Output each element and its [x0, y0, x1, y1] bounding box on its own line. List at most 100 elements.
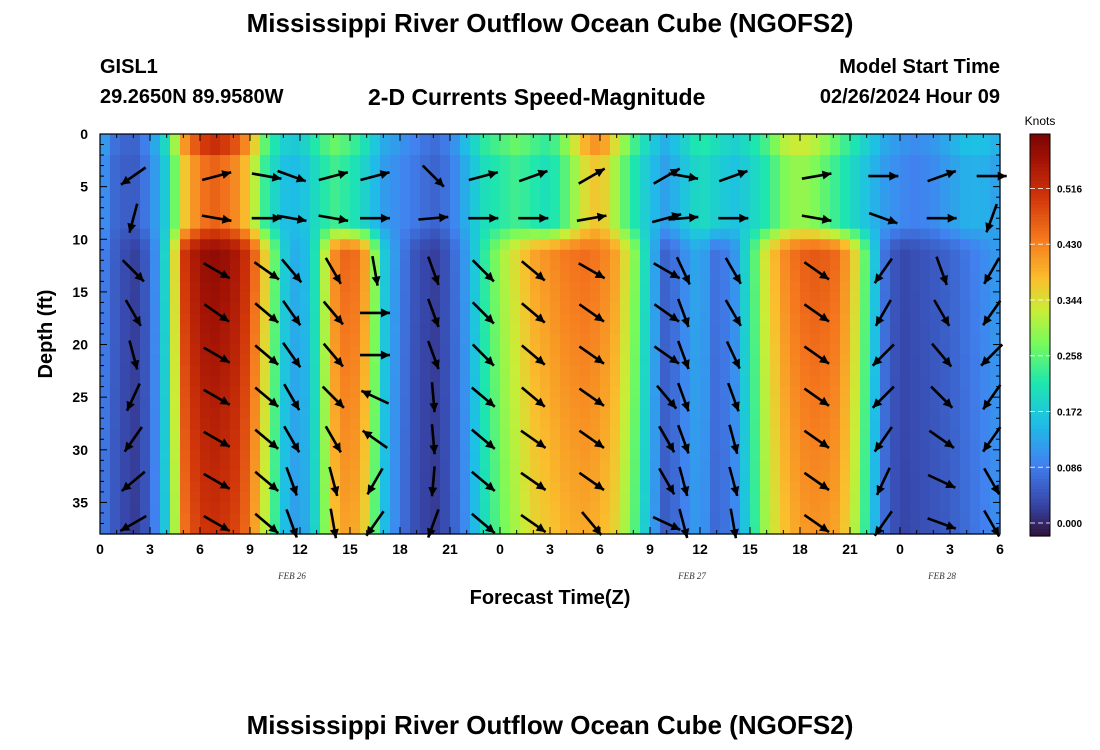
heatmap-cell	[220, 228, 231, 240]
arrow-head	[332, 273, 341, 284]
heatmap-cell	[320, 428, 331, 440]
heatmap-cell	[950, 491, 961, 504]
heatmap-cell	[560, 134, 571, 146]
heatmap-cell	[690, 355, 701, 367]
heatmap-cell	[620, 270, 631, 282]
heatmap-cell	[880, 312, 891, 325]
heatmap-cell	[590, 176, 601, 188]
heatmap-cell	[340, 449, 351, 461]
heatmap-cell	[660, 323, 671, 335]
heatmap-cell	[480, 439, 491, 451]
heatmap-cell	[740, 270, 751, 282]
colorbar-band	[1030, 375, 1050, 380]
heatmap-cell	[770, 449, 781, 461]
heatmap-cell	[740, 312, 751, 325]
heatmap-cell	[780, 418, 791, 430]
heatmap-cell	[300, 207, 311, 219]
heatmap-cell	[770, 355, 781, 367]
heatmap-cell	[230, 270, 241, 282]
heatmap-cell	[270, 228, 281, 240]
heatmap-cell	[870, 134, 881, 146]
arrow-head	[291, 357, 301, 368]
heatmap-cell	[750, 134, 761, 146]
heatmap-cell	[160, 270, 171, 282]
current-arrow	[254, 386, 280, 408]
heatmap-cell	[150, 334, 161, 346]
heatmap-cell	[200, 449, 211, 461]
current-arrow	[801, 214, 832, 224]
heatmap-cell	[630, 481, 641, 493]
heatmap-cell	[360, 155, 371, 167]
heatmap-cell	[110, 355, 121, 367]
colorbar-band	[1030, 351, 1050, 356]
heatmap-cell	[720, 312, 731, 325]
heatmap-cell	[880, 134, 891, 146]
heatmap-cell	[670, 281, 681, 293]
heatmap-cell	[320, 418, 331, 430]
heatmap-cell	[990, 176, 1001, 188]
heatmap-cell	[200, 428, 211, 440]
heatmap-cell	[720, 260, 731, 272]
heatmap-cell	[200, 376, 211, 388]
heatmap-cell	[750, 291, 761, 304]
heatmap-cell	[880, 376, 891, 388]
heatmap-cell	[490, 523, 501, 535]
heatmap-cell	[260, 439, 271, 451]
heatmap-cell	[570, 407, 581, 419]
heatmap-cell	[630, 460, 641, 472]
heatmap-cell	[810, 386, 821, 398]
heatmap-cell	[880, 365, 891, 377]
current-arrow	[668, 213, 699, 223]
heatmap-cell	[530, 207, 541, 219]
heatmap-cell	[440, 334, 451, 346]
heatmap-cell	[340, 386, 351, 398]
heatmap-cell	[110, 197, 121, 209]
heatmap-cell	[980, 334, 991, 346]
heatmap-cell	[820, 134, 831, 146]
heatmap-cell	[140, 218, 151, 230]
heatmap-cell	[660, 249, 671, 261]
heatmap-cell	[350, 228, 361, 240]
heatmap-cell	[250, 228, 261, 240]
heatmap-cell	[410, 155, 421, 167]
heatmap-cell	[310, 281, 321, 293]
heatmap-cell	[460, 302, 471, 314]
heatmap-cell	[690, 491, 701, 504]
heatmap-cell	[450, 344, 461, 356]
heatmap-cell	[720, 355, 731, 367]
heatmap-cell	[320, 449, 331, 461]
heatmap-cell	[870, 218, 881, 230]
heatmap-cell	[160, 376, 171, 388]
heatmap-cell	[740, 186, 751, 198]
heatmap-cell	[450, 523, 461, 535]
heatmap-cell	[670, 386, 681, 398]
heatmap-cell	[880, 228, 891, 240]
heatmap-cell	[610, 312, 621, 325]
heatmap-cell	[110, 449, 121, 461]
heatmap-cell	[340, 176, 351, 188]
heatmap-cell	[900, 418, 911, 430]
heatmap-cell	[430, 176, 441, 188]
heatmap-cell	[300, 376, 311, 388]
heatmap-cell	[280, 334, 291, 346]
heatmap-cell	[470, 428, 481, 440]
heatmap-cell	[480, 418, 491, 430]
heatmap-cell	[920, 428, 931, 440]
heatmap-cell	[320, 512, 331, 525]
heatmap-cell	[590, 186, 601, 198]
current-arrow	[653, 303, 680, 323]
heatmap-cell	[260, 228, 271, 240]
heatmap-cell	[840, 407, 851, 419]
heatmap-cell	[670, 144, 681, 156]
heatmap-cell	[620, 155, 631, 167]
arrow-head	[889, 171, 899, 181]
heatmap-cell	[850, 281, 861, 293]
current-arrow	[254, 428, 280, 450]
heatmap-cell	[570, 376, 581, 388]
heatmap-cell	[330, 281, 341, 293]
heatmap-cell	[550, 218, 561, 230]
heatmap-cell	[380, 439, 391, 451]
heatmap-cell	[160, 449, 171, 461]
colorbar-title: Knots	[1025, 114, 1056, 128]
heatmap-cell	[390, 355, 401, 367]
